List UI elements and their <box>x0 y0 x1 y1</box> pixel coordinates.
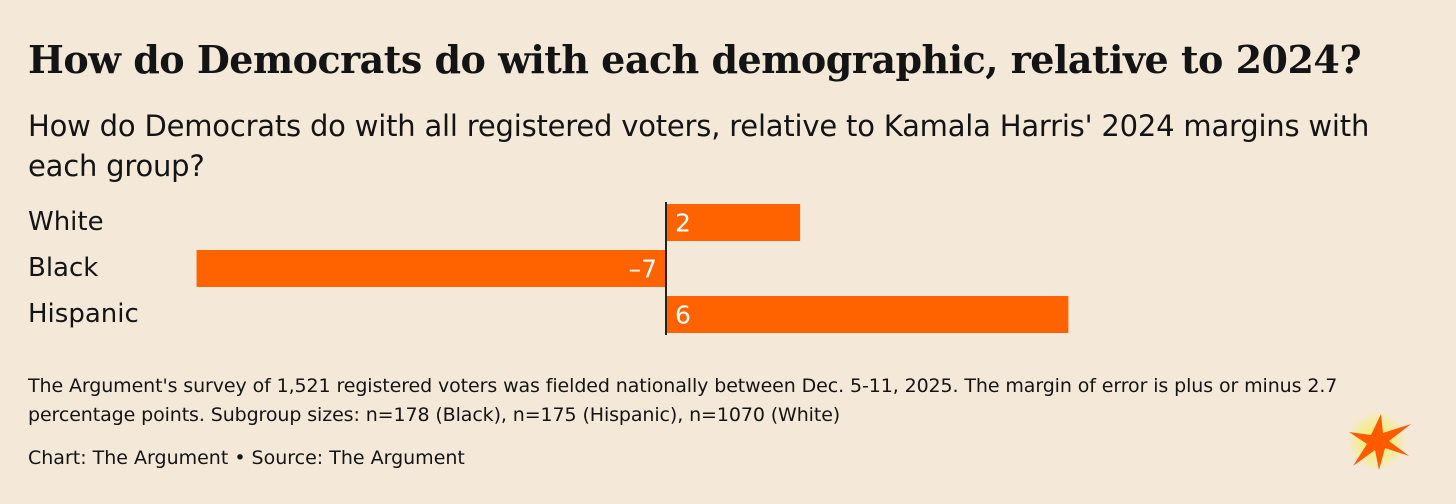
data-label-black: –7 <box>629 255 657 284</box>
chart-credit: Chart: The Argument • Source: The Argument <box>28 444 465 473</box>
category-label-hispanic: Hispanic <box>28 299 139 329</box>
methodology-note: The Argument's survey of 1,521 registere… <box>28 375 1338 426</box>
credit-separator: • <box>234 447 246 469</box>
chart-title: How do Democrats do with each demographi… <box>28 37 1362 82</box>
credit-chart: Chart: The Argument <box>28 447 229 469</box>
bar-black <box>196 250 666 287</box>
chart-subtitle: How do Democrats do with all registered … <box>28 109 1370 183</box>
starburst-logo-icon <box>1347 411 1411 471</box>
category-label-white: White <box>28 207 104 237</box>
logo-star <box>1349 414 1411 470</box>
bar-hispanic <box>666 296 1069 333</box>
category-label-black: Black <box>28 253 99 283</box>
data-label-white: 2 <box>675 209 691 238</box>
bar-white <box>666 204 801 241</box>
data-label-hispanic: 6 <box>675 301 691 330</box>
credit-source: Source: The Argument <box>251 447 465 469</box>
